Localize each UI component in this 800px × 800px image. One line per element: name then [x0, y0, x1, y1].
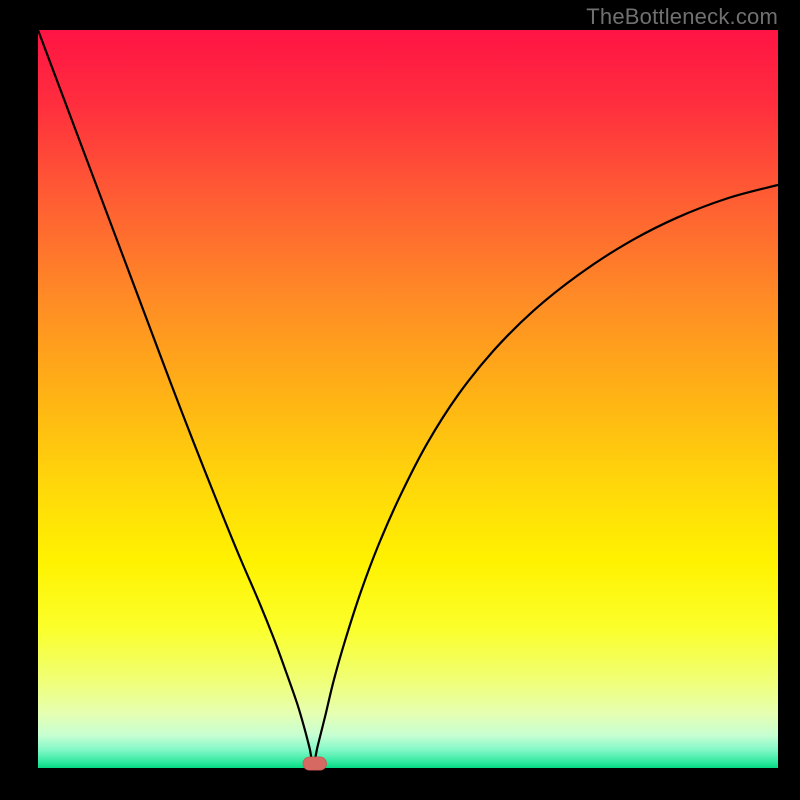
watermark-text: TheBottleneck.com [586, 4, 778, 30]
chart-root: TheBottleneck.com [0, 0, 800, 800]
optimum-marker [303, 757, 327, 770]
plot-background [38, 30, 778, 768]
bottleneck-chart-svg [0, 0, 800, 800]
